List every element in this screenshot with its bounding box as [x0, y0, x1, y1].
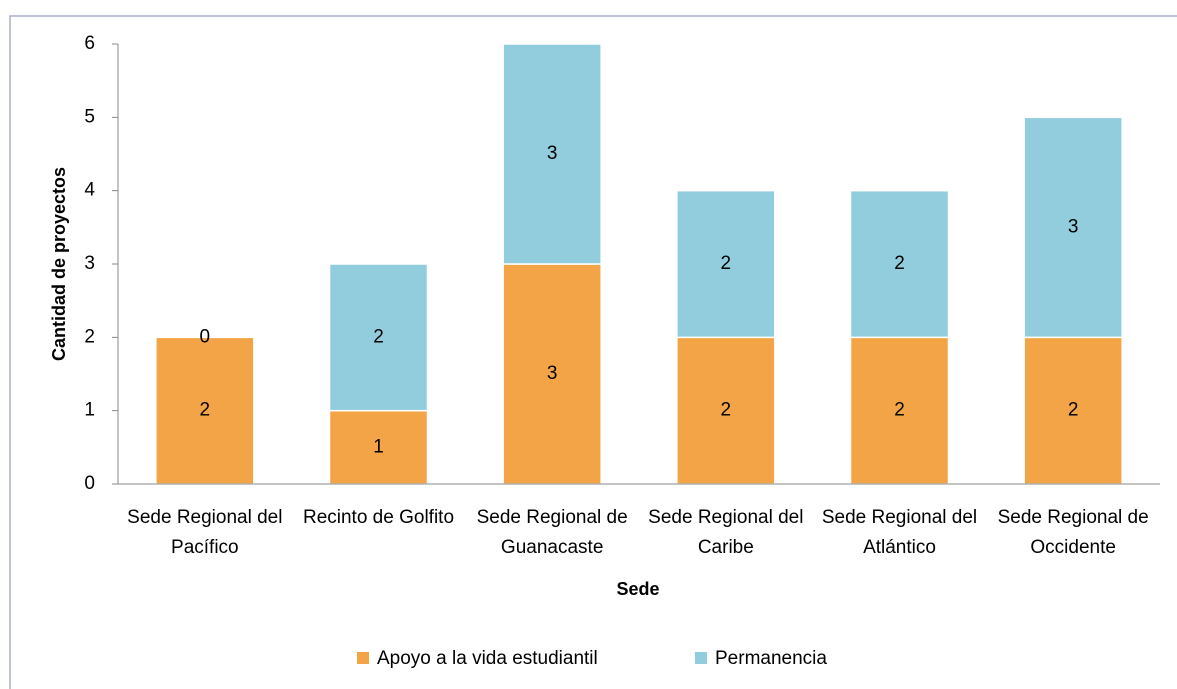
chart-frame	[9, 15, 1177, 689]
legend-label: Apoyo a la vida estudiantil	[377, 648, 598, 669]
y-tick-label: 3	[84, 253, 95, 274]
x-axis-title: Sede	[616, 579, 659, 599]
data-label: 2	[894, 400, 905, 421]
bar-segment	[328, 263, 429, 412]
data-label: 2	[721, 253, 732, 274]
y-tick-label: 5	[84, 106, 95, 127]
y-axis-title: Cantidad de proyectos	[49, 167, 69, 361]
bar-segment	[502, 43, 602, 265]
bar-segment	[328, 409, 429, 485]
x-tick-label: Sede Regional del Pacífico	[127, 507, 283, 558]
data-label: 2	[373, 326, 384, 347]
bar-segment	[849, 336, 950, 485]
data-label: 3	[547, 363, 558, 384]
x-tick-label: Sede Regional de Guanacaste	[476, 507, 628, 558]
x-tick-label: Sede Regional del Caribe	[648, 507, 804, 558]
data-label: 0	[200, 326, 211, 347]
data-label: 1	[373, 436, 384, 457]
data-label: 3	[1068, 216, 1079, 237]
x-tick-label: Sede Regional de Occidente	[997, 507, 1149, 558]
legend-swatch	[357, 652, 369, 664]
y-tick-label: 1	[84, 400, 95, 421]
data-label: 2	[1068, 400, 1079, 421]
bar-segment	[849, 189, 950, 339]
legend-swatch	[695, 652, 707, 664]
data-label: 3	[547, 143, 558, 164]
bar-segment	[155, 336, 255, 485]
legend-label: Permanencia	[715, 648, 827, 669]
bar-segment	[676, 189, 776, 339]
y-tick-label: 0	[84, 473, 95, 494]
data-label: 2	[894, 253, 905, 274]
x-tick-label: Sede Regional del Atlántico	[821, 507, 978, 558]
data-label: 2	[200, 400, 211, 421]
y-tick-label: 4	[84, 180, 95, 201]
y-tick-label: 6	[84, 33, 95, 54]
bar-segment	[1023, 116, 1123, 339]
y-tick-label: 2	[84, 326, 95, 347]
data-label: 2	[721, 400, 732, 421]
x-tick-label: Recinto de Golfito	[302, 507, 455, 528]
